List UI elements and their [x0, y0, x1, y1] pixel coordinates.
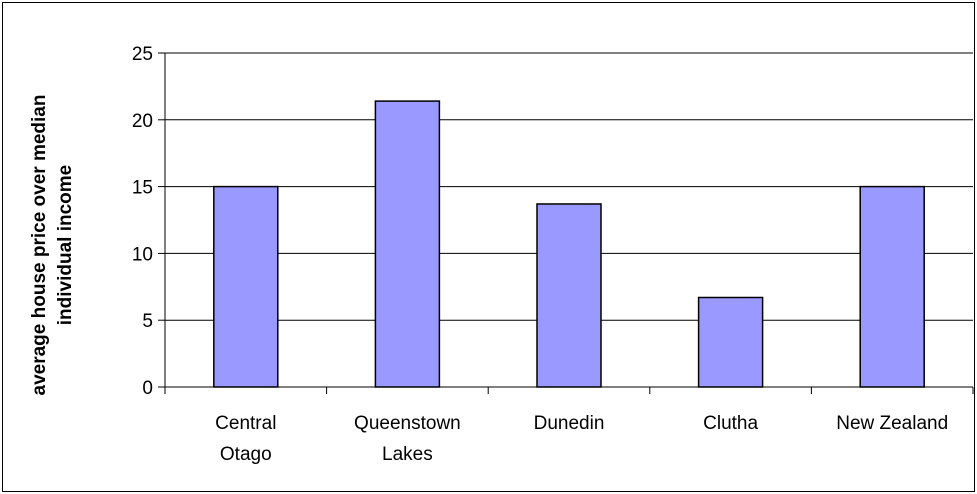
x-category-label: Central Otago	[215, 413, 276, 465]
x-category-label: Queenstown Lakes	[354, 413, 461, 465]
x-category-label-line: Central	[215, 413, 276, 434]
gridlines	[165, 52, 973, 321]
y-tick-label: 0	[142, 378, 153, 399]
labels: 0 5 10 15 20 25 Central Otago Queenstown Lakes Dun…	[29, 44, 948, 465]
x-category-label: Dunedin	[534, 413, 605, 434]
x-category-label-line: Queenstown	[354, 413, 461, 434]
x-category-label-line: Dunedin	[534, 413, 605, 434]
x-category-label-line: New Zealand	[836, 413, 948, 434]
y-axis-title-line: individual income	[55, 165, 76, 325]
bars	[213, 100, 925, 388]
y-tick-label: 25	[132, 44, 153, 65]
y-axis-title: average house price over median individua…	[29, 95, 76, 396]
x-category-label-line: Clutha	[703, 413, 758, 434]
x-category-label: Clutha	[703, 413, 758, 434]
x-category-label-line: Lakes	[382, 444, 433, 465]
bar-queenstown-lakes	[374, 100, 441, 388]
y-tick-label: 5	[142, 311, 153, 332]
x-category-label: New Zealand	[836, 413, 948, 434]
bar-clutha	[697, 296, 764, 388]
bar-dunedin	[536, 203, 602, 388]
axes	[158, 52, 974, 394]
bar-chart: 0 5 10 15 20 25 Central Otago Queenstown Lakes Dun…	[29, 44, 974, 465]
y-tick-label: 10	[132, 244, 153, 265]
bar-new-zealand	[859, 185, 925, 388]
bar-central-otago	[213, 185, 279, 388]
x-category-label-line: Otago	[220, 444, 272, 465]
y-axis-title-line: average house price over median	[29, 95, 50, 396]
y-tick-label: 20	[132, 111, 153, 132]
y-tick-label: 15	[132, 178, 153, 199]
